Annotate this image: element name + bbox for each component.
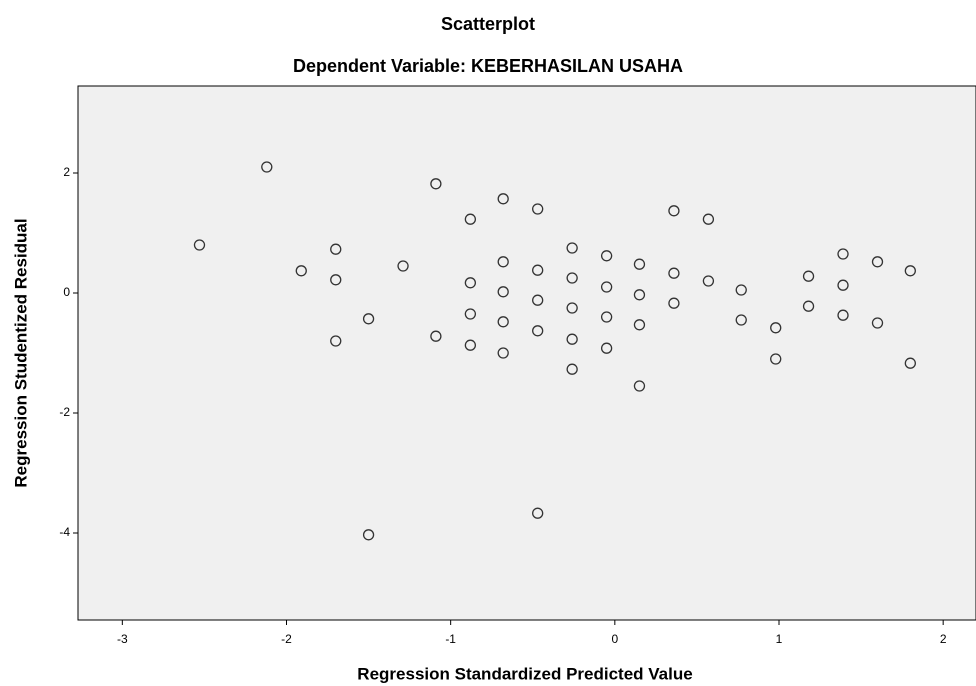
point <box>566 363 578 375</box>
point <box>330 335 342 347</box>
point <box>532 507 544 519</box>
x-axis-label: Regression Standardized Predicted Value <box>357 664 692 683</box>
point <box>430 178 442 190</box>
y-axis-label: Regression Studentized Residual <box>11 218 30 487</box>
point <box>633 258 646 270</box>
plot-area <box>77 85 976 621</box>
point <box>497 286 509 298</box>
point <box>600 250 613 262</box>
x-tick-label: 2 <box>940 632 947 646</box>
point <box>464 213 477 225</box>
point <box>566 333 578 345</box>
point <box>871 256 884 268</box>
point <box>193 239 206 251</box>
point <box>633 289 646 301</box>
point <box>566 302 578 314</box>
point <box>735 284 747 296</box>
x-tick-label: -3 <box>117 632 128 646</box>
point <box>362 313 375 325</box>
point <box>871 317 884 329</box>
point <box>770 322 782 334</box>
point <box>532 294 544 306</box>
point <box>633 380 646 392</box>
y-tick-label: -4 <box>59 525 70 539</box>
point <box>600 281 613 293</box>
point <box>330 274 342 286</box>
point <box>702 275 715 287</box>
point <box>668 267 680 279</box>
point <box>802 270 815 282</box>
y-tick-label: -2 <box>59 405 70 419</box>
point <box>532 264 544 276</box>
point <box>668 205 680 217</box>
point <box>261 161 273 173</box>
point <box>668 297 680 309</box>
point <box>600 311 613 323</box>
point <box>566 272 578 284</box>
x-tick-label: -2 <box>281 632 292 646</box>
point <box>600 342 613 354</box>
point <box>735 314 747 326</box>
point <box>497 347 509 359</box>
point <box>464 339 477 351</box>
point <box>295 265 307 277</box>
point <box>497 256 509 268</box>
point <box>430 330 442 342</box>
point <box>837 309 849 321</box>
point <box>532 325 544 337</box>
point <box>330 243 342 255</box>
point <box>464 308 477 320</box>
point <box>397 260 409 272</box>
point <box>532 203 544 215</box>
point <box>633 319 646 331</box>
point <box>566 242 578 254</box>
point <box>904 357 916 369</box>
y-tick-label: 2 <box>63 165 70 179</box>
point <box>464 277 477 289</box>
x-tick-label: 0 <box>611 632 618 646</box>
y-tick-label: 0 <box>63 285 70 299</box>
point <box>770 353 782 365</box>
point <box>837 279 849 291</box>
point <box>362 529 375 541</box>
chart-title: Scatterplot <box>441 14 535 34</box>
point <box>497 316 509 328</box>
x-tick-label: 1 <box>776 632 783 646</box>
chart-subtitle: Dependent Variable: KEBERHASILAN USAHA <box>293 56 683 76</box>
point <box>497 193 509 205</box>
point <box>904 265 916 277</box>
point <box>802 300 815 312</box>
point <box>837 248 849 260</box>
point <box>702 213 715 225</box>
x-tick-label: -1 <box>445 632 456 646</box>
